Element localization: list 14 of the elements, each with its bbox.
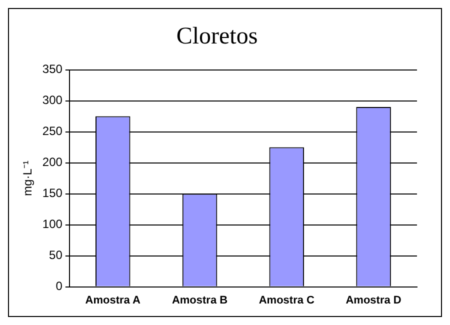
x-tick-label: Amostra C xyxy=(258,294,315,306)
y-tick-label: 100 xyxy=(42,217,63,232)
x-tick-label: Amostra D xyxy=(346,294,402,306)
y-tick-label: 350 xyxy=(42,62,63,76)
chart-title: Cloretos xyxy=(176,24,258,50)
x-tick-label: Amostra A xyxy=(85,294,141,306)
y-tick-label: 50 xyxy=(49,248,63,262)
y-tick-label: 200 xyxy=(42,155,63,170)
y-axis-title: mg·L⁻¹ xyxy=(20,160,35,196)
x-tick-label: Amostra B xyxy=(172,294,228,306)
y-tick-label: 250 xyxy=(42,124,63,138)
y-tick-label: 300 xyxy=(42,93,63,108)
y-tick-label: 0 xyxy=(56,279,63,294)
y-tick-label: 150 xyxy=(42,186,63,200)
